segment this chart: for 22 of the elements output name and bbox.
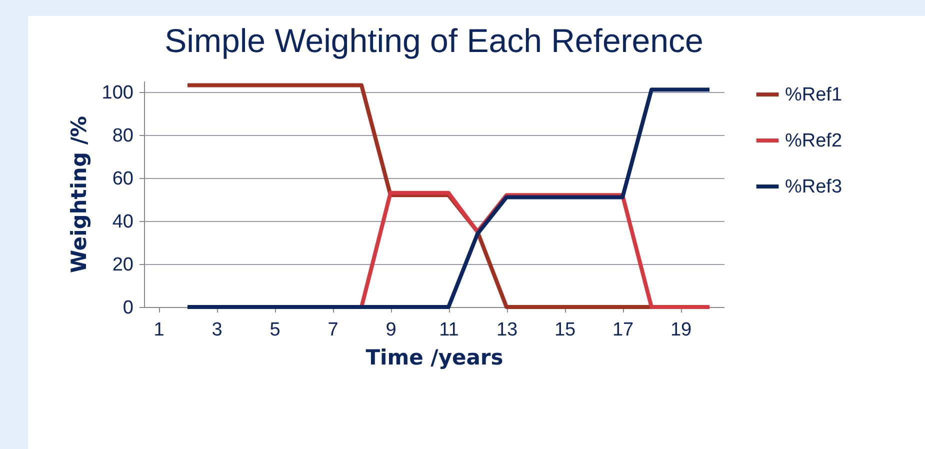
y-tick-label: 100 <box>102 82 134 104</box>
legend-label: %Ref3 <box>785 176 842 198</box>
x-tick-label: 15 <box>554 320 576 340</box>
x-tick-label: 17 <box>612 320 634 340</box>
y-axis-title: Weighting /% <box>66 116 91 274</box>
x-tick-label: 9 <box>386 320 396 340</box>
chart-title: Simple Weighting of Each Reference <box>164 22 704 59</box>
x-tick-label: 11 <box>439 320 459 340</box>
x-tick-label: 13 <box>496 320 518 340</box>
x-tick-label: 1 <box>154 320 164 340</box>
x-tick-label: 7 <box>328 320 338 340</box>
x-tick-label: 3 <box>212 320 222 340</box>
legend-label: %Ref2 <box>785 130 842 152</box>
x-axis-title: Time /years <box>366 346 504 370</box>
y-tick-label: 60 <box>112 168 134 190</box>
y-tick-label: 80 <box>112 125 134 146</box>
legend-label: %Ref1 <box>785 84 842 106</box>
y-tick-label: 40 <box>112 211 134 232</box>
y-tick-label: 0 <box>122 298 134 318</box>
x-tick-label: 5 <box>270 320 280 340</box>
y-tick-label: 20 <box>112 254 134 276</box>
x-tick-label: 19 <box>670 320 692 340</box>
